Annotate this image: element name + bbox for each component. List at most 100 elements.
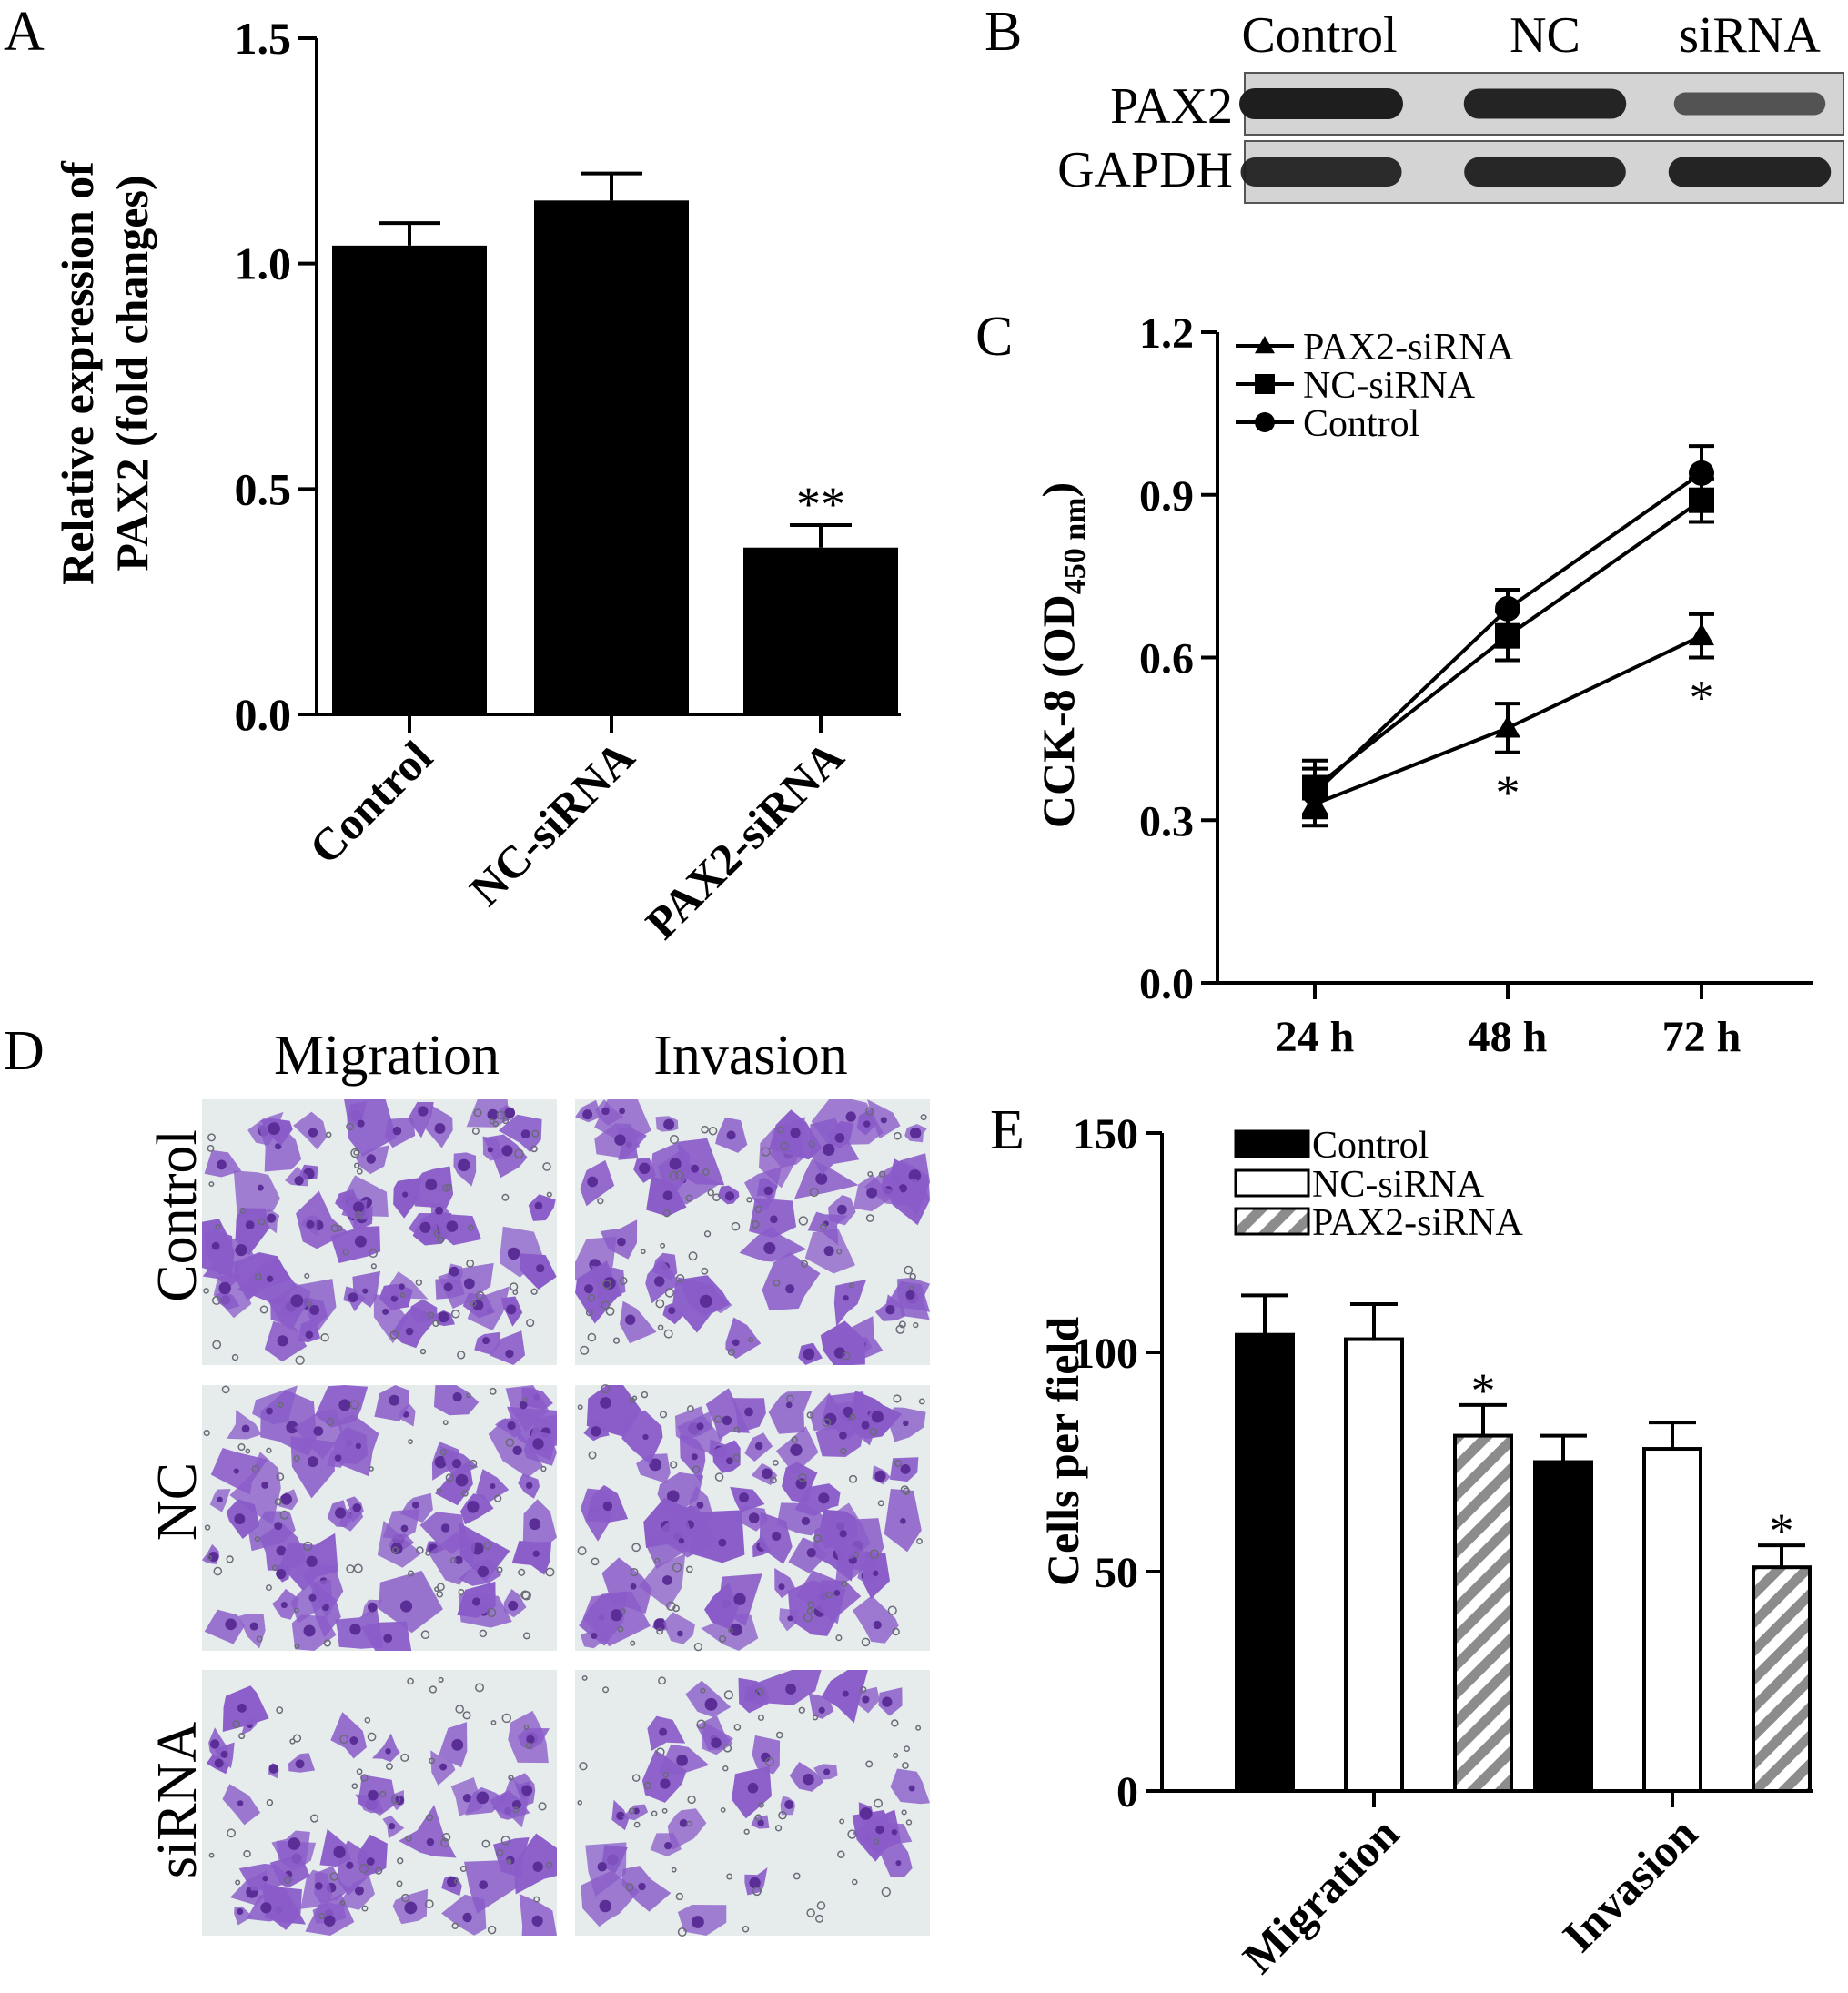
cell-nucleus xyxy=(770,1215,778,1224)
cell-nucleus xyxy=(438,1311,449,1323)
blot-band xyxy=(1668,157,1832,187)
x-tick-label: PAX2-siRNA xyxy=(636,731,853,948)
membrane-pore xyxy=(601,1384,611,1394)
membrane-pore xyxy=(865,1107,874,1116)
membrane-pore xyxy=(722,1744,732,1753)
membrane-pore xyxy=(408,1570,415,1577)
panel-label-e: E xyxy=(990,1099,1025,1161)
cell-nucleus xyxy=(532,1438,544,1450)
stained-cell xyxy=(247,1893,298,1922)
membrane-pore xyxy=(436,1488,442,1493)
cell-nucleus xyxy=(511,1799,521,1810)
membrane-pore xyxy=(898,1320,906,1329)
stained-cell xyxy=(237,1258,298,1306)
cell-nucleus xyxy=(845,1111,856,1122)
membrane-pore xyxy=(266,1447,272,1454)
y-tick-label: 100 xyxy=(1073,1330,1138,1378)
membrane-pore xyxy=(902,1762,909,1769)
membrane-pore xyxy=(798,1216,809,1226)
legend-label: NC-siRNA xyxy=(1303,365,1476,407)
membrane-pore xyxy=(445,1473,454,1482)
y-tick-label: 0 xyxy=(1116,1768,1138,1816)
membrane-pore xyxy=(656,1747,665,1756)
stained-cell xyxy=(290,1579,332,1624)
membrane-pore xyxy=(780,1141,789,1151)
membrane-pore xyxy=(455,1705,464,1714)
membrane-pore xyxy=(733,1426,740,1433)
cell-nucleus xyxy=(303,1624,316,1637)
panel-c-line-chart: 0.0 0.3 0.6 0.9 1.2 24 h 48 h 72 h * * PAX2-siRNAN… xyxy=(1033,309,1813,1061)
membrane-pore xyxy=(873,1838,880,1846)
y-axis-label: Cells per field xyxy=(1037,1317,1088,1586)
legend-swatch xyxy=(1234,1168,1310,1198)
y-tick-label: 150 xyxy=(1073,1110,1138,1158)
cell-nucleus xyxy=(443,1282,453,1292)
membrane-pore xyxy=(496,1110,506,1120)
membrane-pore xyxy=(426,1814,434,1822)
stained-cell xyxy=(620,1300,657,1344)
cell-nucleus xyxy=(209,1739,220,1749)
membrane-pore xyxy=(904,1745,910,1753)
cell-nucleus xyxy=(842,1690,849,1697)
membrane-pore xyxy=(441,1832,451,1842)
membrane-pore xyxy=(542,1162,551,1171)
membrane-pore xyxy=(849,1474,858,1483)
cell-nucleus xyxy=(389,1394,400,1406)
membrane-pore xyxy=(522,1632,530,1640)
membrane-pore xyxy=(601,1280,612,1290)
cell-nucleus xyxy=(744,1407,753,1417)
membrane-pore xyxy=(349,1400,359,1410)
cell-nucleus xyxy=(823,1143,835,1156)
cell-nucleus xyxy=(903,1420,909,1427)
cell-nucleus xyxy=(787,1615,793,1622)
panel-a-bar-chart: 0.0 0.5 1.0 1.5 Control NC-siRNA ** PAX2-siRNA R… xyxy=(52,13,901,948)
stained-cell xyxy=(816,1580,862,1623)
membrane-pore xyxy=(619,1276,628,1285)
significance-marker: * xyxy=(1496,765,1520,820)
membrane-pore xyxy=(526,1318,535,1328)
stained-cell xyxy=(233,1170,280,1217)
cell-nucleus xyxy=(718,1538,727,1547)
membrane-pore xyxy=(389,1330,399,1340)
membrane-pore xyxy=(656,1627,664,1635)
cell-nucleus xyxy=(815,1172,828,1185)
membrane-pore xyxy=(451,1922,459,1930)
micrograph-tile xyxy=(202,1099,557,1365)
cell-nucleus xyxy=(785,1401,793,1409)
cell-nucleus xyxy=(419,1221,431,1233)
cell-nucleus xyxy=(266,1275,274,1282)
cell-nucleus xyxy=(405,1327,414,1336)
y-axis-label: PAX2 (fold changes) xyxy=(106,175,157,571)
membrane-pore xyxy=(545,1567,555,1577)
cell-nucleus xyxy=(275,1142,282,1150)
cell-nucleus xyxy=(624,1314,636,1325)
membrane-pore xyxy=(663,1329,673,1339)
stained-cell xyxy=(853,1595,899,1644)
membrane-pore xyxy=(849,1413,856,1421)
stained-cell xyxy=(639,1553,686,1609)
membrane-pore xyxy=(438,1676,444,1683)
membrane-pore xyxy=(865,1760,874,1768)
membrane-pore xyxy=(295,1355,305,1365)
membrane-pore xyxy=(839,1818,845,1825)
membrane-pore xyxy=(686,1405,694,1413)
cell-nucleus xyxy=(306,1219,315,1229)
membrane-pore xyxy=(391,1795,401,1805)
panel-e-grouped-bar-chart: 0 50 100 150 * Migration * Invasion ControlNC-si… xyxy=(1037,1110,1813,1983)
membrane-pore xyxy=(254,1535,261,1543)
cell-nucleus xyxy=(616,1811,625,1821)
membrane-pore xyxy=(276,1472,285,1482)
y-tick-label: 0.0 xyxy=(235,689,292,740)
membrane-pore xyxy=(807,1601,815,1609)
stained-cell xyxy=(458,1522,510,1583)
membrane-pore xyxy=(671,1867,677,1873)
micrograph-row-label: NC xyxy=(146,1462,208,1541)
membrane-pore xyxy=(489,1118,495,1125)
cell-nucleus xyxy=(532,1550,540,1557)
membrane-pore xyxy=(815,1914,824,1923)
cell-nucleus xyxy=(653,1618,667,1631)
cell-nucleus xyxy=(679,1818,688,1827)
membrane-pore xyxy=(602,1686,610,1694)
membrane-pore xyxy=(440,1837,450,1847)
membrane-pore xyxy=(407,1677,414,1685)
